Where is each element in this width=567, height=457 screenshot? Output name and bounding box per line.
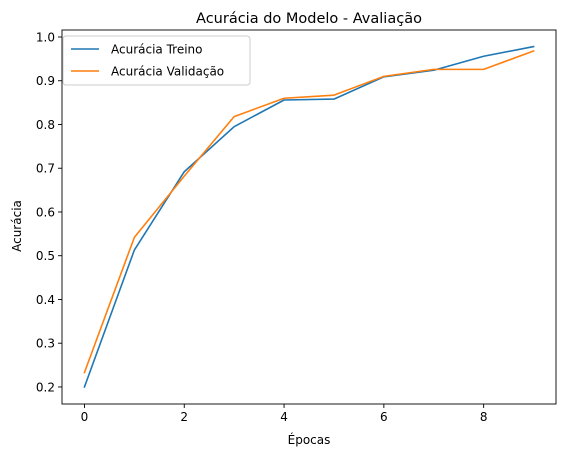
y-tick-label: 0.8 [36,118,55,132]
y-tick-label: 0.4 [36,293,55,307]
x-tick-label: 2 [180,410,188,424]
y-tick-label: 0.5 [36,249,55,263]
plot-lines [83,45,535,388]
x-tick-label: 4 [280,410,288,424]
y-axis-ticks: 0.2 0.3 0.4 0.5 0.6 0.7 0.8 0.9 1.0 [36,30,62,394]
x-tick-label: 0 [81,410,89,424]
series-line-1 [83,45,535,388]
y-tick-label: 0.7 [36,162,55,176]
legend-frame [62,35,251,86]
y-axis-label: Acurácia [10,200,24,252]
x-axis-label: Épocas [288,432,331,447]
chart-title: Acurácia do Modelo - Avaliação [196,11,422,27]
y-tick-label: 0.2 [36,380,55,394]
series-line-2 [83,49,535,374]
y-tick-label: 0.3 [36,337,55,351]
x-tick-label: 6 [380,410,388,424]
legend: Acurácia Treino Acurácia Validação [62,35,251,86]
x-tick-label: 8 [480,410,488,424]
x-axis-ticks: 0 2 4 6 8 [81,404,488,424]
legend-label-2: Acurácia Validação [111,65,224,79]
legend-label-1: Acurácia Treino [111,43,203,57]
y-tick-label: 0.6 [36,205,55,219]
plot-frame [61,29,557,405]
y-tick-label: 1.0 [36,30,55,44]
y-tick-label: 0.9 [36,74,55,88]
